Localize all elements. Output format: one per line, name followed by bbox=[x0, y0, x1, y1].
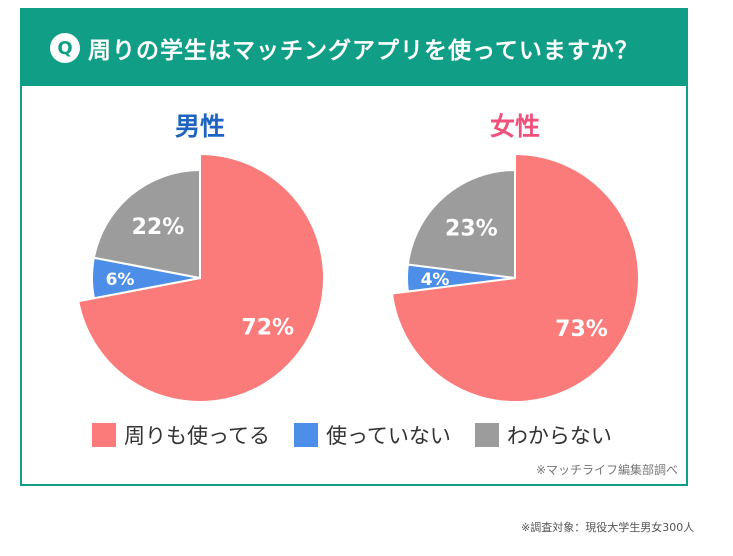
pie-charts: 72% 6% 22% 73% 4% 23% bbox=[77, 152, 640, 403]
slice-label: 72% bbox=[241, 316, 294, 341]
legend-item: 使っていない bbox=[293, 420, 451, 450]
survey-note: ※調査対象：現役大学生男女300人 bbox=[521, 521, 695, 534]
pie-slice bbox=[406, 168, 516, 280]
slice-label: 4% bbox=[421, 270, 450, 290]
slice-label: 6% bbox=[106, 270, 135, 290]
slice-label: 22% bbox=[132, 215, 185, 240]
legend-swatch bbox=[293, 423, 318, 447]
legend-label: 周りも使ってる bbox=[124, 424, 270, 448]
female-title: 女性 bbox=[489, 112, 540, 141]
slice-label: 23% bbox=[445, 216, 498, 241]
infographic-frame: Q 周りの学生はマッチングアプリを使っていますか？ 男性 女性 72% 6% 22%… bbox=[20, 8, 688, 486]
legend-item: わからない bbox=[474, 420, 612, 450]
legend-swatch bbox=[92, 423, 116, 447]
header: Q 周りの学生はマッチングアプリを使っていますか？ bbox=[22, 10, 686, 86]
slice-label: 73% bbox=[555, 317, 608, 342]
question-title: 周りの学生はマッチングアプリを使っていますか？ bbox=[88, 38, 639, 64]
q-icon: Q bbox=[50, 33, 80, 63]
legend-label: わからない bbox=[506, 424, 612, 448]
male-title: 男性 bbox=[174, 112, 225, 141]
legend-swatch bbox=[474, 423, 499, 447]
legend-item: 周りも使ってる bbox=[92, 420, 270, 450]
pie-slice bbox=[77, 152, 325, 403]
source-text: ※マッチライフ編集部調べ bbox=[535, 463, 678, 477]
legend: 周りも使ってる 使っていない わからない bbox=[92, 420, 612, 450]
legend-label: 使っていない bbox=[325, 424, 451, 448]
pie-slice bbox=[92, 168, 201, 280]
